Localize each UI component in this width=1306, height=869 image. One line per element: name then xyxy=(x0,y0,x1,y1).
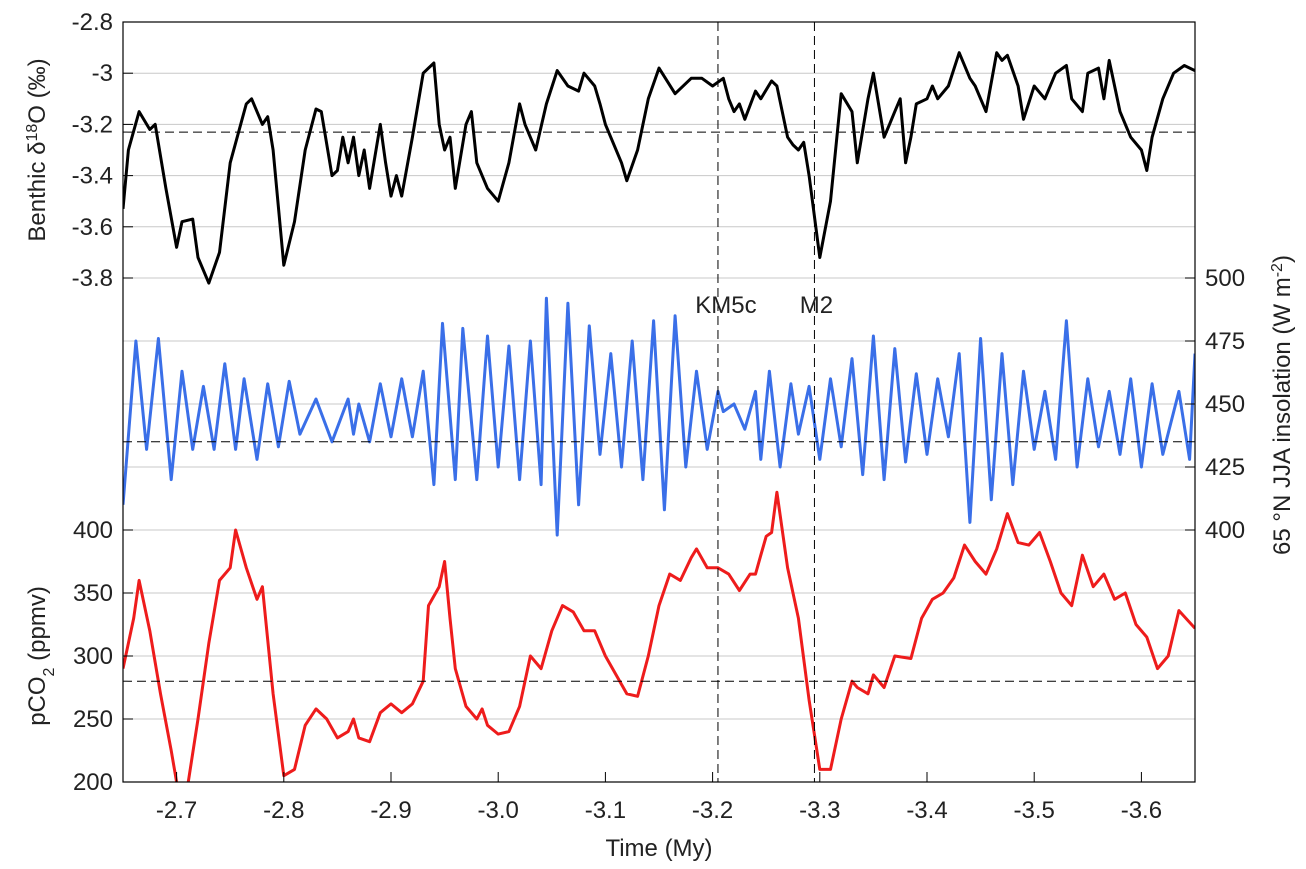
x-tick-label: -2.7 xyxy=(156,797,197,824)
axis-title-part: pCO xyxy=(24,676,51,725)
axis-title-part: Benthic δ xyxy=(24,142,51,242)
axis-title: pCO2 (ppmv) xyxy=(24,586,58,726)
x-tick-label: -3.5 xyxy=(1014,797,1055,824)
y-tick-label: 400 xyxy=(73,517,113,544)
y-tick-label: 450 xyxy=(1205,391,1245,418)
y-tick-label: -3.2 xyxy=(72,111,113,138)
y-tick-label: -3.4 xyxy=(72,163,113,190)
x-tick-label: -3.1 xyxy=(585,797,626,824)
y-tick-label: 475 xyxy=(1205,328,1245,355)
x-tick-label: -2.8 xyxy=(263,797,304,824)
y-tick-label: 250 xyxy=(73,706,113,733)
y-tick-label: 200 xyxy=(73,769,113,796)
x-tick-label: -3.6 xyxy=(1121,797,1162,824)
y-tick-label: 500 xyxy=(1205,265,1245,292)
axis-title-part: 65 °N JJA insolation (W m xyxy=(1269,277,1296,555)
y-tick-label: 400 xyxy=(1205,517,1245,544)
axis-title-part: (ppmv) xyxy=(24,586,51,667)
axis-title-part: 18 xyxy=(24,124,41,142)
y-tick-label: -3.8 xyxy=(72,265,113,292)
y-tick-label: 425 xyxy=(1205,454,1245,481)
axis-title: Benthic δ18O (‰) xyxy=(24,58,52,241)
plot-area xyxy=(123,51,1195,782)
axis-title-part: 2 xyxy=(41,667,58,676)
x-tick-label: -3.0 xyxy=(478,797,519,824)
plot-frame xyxy=(122,21,1196,783)
x-axis-title: Time (My) xyxy=(605,835,712,862)
y-tick-label: -3 xyxy=(92,60,113,87)
y-tick-label: 350 xyxy=(73,580,113,607)
axis-title-part: O (‰) xyxy=(24,58,51,123)
y-tick-label: -3.6 xyxy=(72,214,113,241)
event-label: KM5c xyxy=(695,292,756,319)
x-tick-label: -3.3 xyxy=(799,797,840,824)
y-tick-label: 300 xyxy=(73,643,113,670)
data-line xyxy=(123,51,1195,285)
axis-title-part: -2 xyxy=(1269,263,1286,277)
event-label: M2 xyxy=(800,292,833,319)
axis-title: 65 °N JJA insolation (W m-2) xyxy=(1269,255,1297,555)
data-line xyxy=(123,296,1195,537)
x-tick-label: -3.2 xyxy=(692,797,733,824)
data-line xyxy=(123,490,1195,782)
x-tick-label: -3.4 xyxy=(906,797,947,824)
y-tick-label: -2.8 xyxy=(72,9,113,36)
axis-title-part: ) xyxy=(1269,255,1296,263)
x-tick-label: -2.9 xyxy=(370,797,411,824)
